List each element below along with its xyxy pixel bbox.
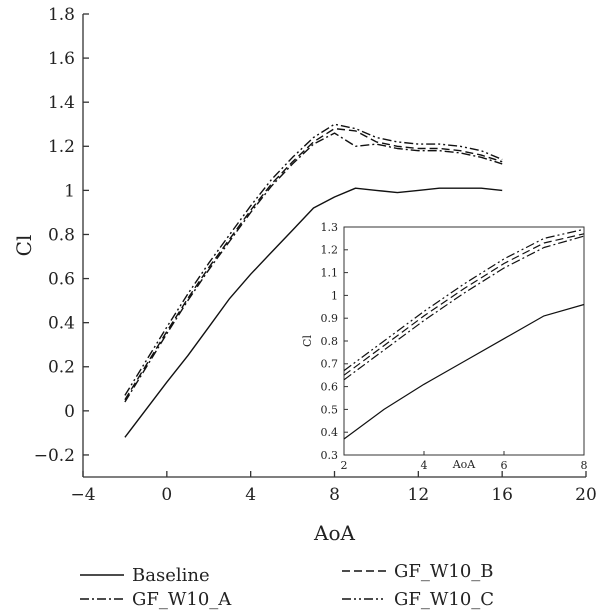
y-tick-label: 1.1 — [321, 266, 339, 279]
x-tick-label: −4 — [70, 485, 95, 505]
y-tick-label: 0.6 — [321, 380, 339, 393]
x-axis-label: AoA — [452, 458, 477, 471]
x-tick-label: 2 — [341, 459, 348, 472]
x-tick-label: 20 — [575, 485, 597, 505]
y-tick-label: 1 — [331, 289, 338, 302]
series-line-dashdotdot — [343, 228, 585, 372]
series-line-gf-w10-b — [124, 127, 503, 401]
y-tick-label: 0.6 — [48, 270, 75, 290]
main-chart: −0.200.20.40.60.811.21.41.61.8−4 0 4 8 12 16 2… — [12, 5, 597, 545]
y-tick-label: 1.2 — [321, 244, 339, 257]
series-line-dashdot — [343, 235, 585, 381]
y-tick-label: 1.6 — [48, 49, 75, 69]
y-tick-label: 1.4 — [48, 93, 75, 113]
y-tick-label: 1.8 — [48, 5, 75, 25]
legend-label-baseline: Baseline — [132, 565, 210, 586]
y-tick-label: 0.4 — [321, 426, 339, 439]
x-tick-label: 8 — [329, 485, 340, 505]
legend-label-gf-w10-b: GF_W10_B — [394, 561, 494, 582]
inset-chart: 0.3 0.4 0.5 0.6 0.7 0.8 0.9 1 1.1 1.2 1.3 2 4 6 8 AoA Cl — [301, 221, 588, 472]
y-tick-label: 0.2 — [48, 358, 75, 378]
y-tick-label: 1.3 — [321, 221, 339, 234]
y-tick-label: −0.2 — [34, 446, 75, 466]
series-line-gf-w10-c — [124, 123, 503, 396]
inset-frame — [343, 226, 585, 456]
y-axis-label: Cl — [12, 235, 36, 257]
y-tick-label: 1.2 — [48, 137, 75, 157]
legend-label-gf-w10-a: GF_W10_A — [132, 589, 232, 610]
series-line-baseline — [124, 187, 503, 438]
y-tick-label: 0.5 — [321, 403, 339, 416]
x-tick-label: 4 — [421, 459, 428, 472]
y-tick-label: 0.9 — [321, 312, 339, 325]
series-line-dashed — [343, 233, 585, 376]
y-tick-label: 0.8 — [48, 225, 75, 245]
legend-label-gf-w10-c: GF_W10_C — [394, 589, 494, 610]
y-tick-label: 0.8 — [321, 335, 339, 348]
y-tick-label: 0 — [64, 402, 75, 422]
x-tick-label: 12 — [408, 485, 430, 505]
x-tick-label: 6 — [501, 459, 508, 472]
y-tick-label: 0.3 — [321, 449, 339, 462]
y-tick-label: 0.4 — [48, 314, 75, 334]
x-tick-label: 8 — [581, 459, 588, 472]
legend: Baseline GF_W10_A GF_W10_B GF_W10_C — [80, 561, 494, 610]
x-tick-label: 4 — [245, 485, 256, 505]
series-line-solid — [343, 303, 585, 440]
y-tick-label: 1 — [64, 181, 75, 201]
y-axis-label: Cl — [301, 335, 314, 347]
y-tick-label: 0.7 — [321, 358, 339, 371]
x-axis-label: AoA — [313, 521, 355, 545]
x-tick-label: 16 — [491, 485, 513, 505]
x-tick-label: 0 — [161, 485, 172, 505]
